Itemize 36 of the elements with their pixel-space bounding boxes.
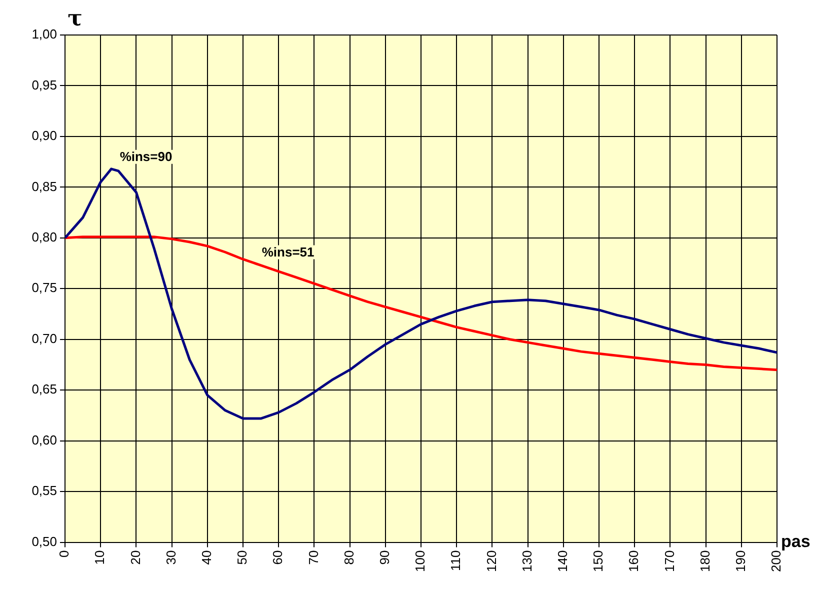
x-tick-label: 180 — [697, 550, 712, 572]
x-tick-label: 30 — [163, 550, 178, 565]
x-axis-title: pas — [781, 532, 810, 551]
y-tick-label: 0,80 — [32, 230, 57, 244]
annotation: %ins=51 — [262, 244, 314, 260]
x-tick-label: 0 — [56, 550, 72, 558]
annotation: %ins=90 — [120, 148, 172, 164]
x-tick-label: 20 — [128, 550, 143, 565]
y-tick-label: 0,65 — [32, 382, 57, 397]
y-tick-label: 0,85 — [32, 178, 57, 194]
x-tick-label: 170 — [662, 550, 677, 572]
x-tick-label: 10 — [92, 550, 108, 565]
x-tick-label: 110 — [448, 550, 464, 572]
x-tick-label: 130 — [519, 550, 534, 572]
x-tick-label: 100 — [412, 550, 428, 572]
x-tick-label: 120 — [484, 550, 499, 572]
x-tick-label: 40 — [198, 550, 214, 565]
x-tick-label: 50 — [234, 550, 250, 565]
y-tick-label: 0,90 — [32, 128, 57, 144]
y-axis-title: τ — [68, 6, 82, 32]
x-tick-label: 60 — [270, 550, 286, 565]
y-tick-label: 0,75 — [32, 280, 57, 296]
y-tick-label: 0,70 — [32, 330, 57, 346]
x-tick-label: 200 — [768, 550, 784, 572]
x-tick-label: 150 — [590, 550, 606, 572]
x-tick-label: 70 — [306, 550, 321, 565]
x-tick-label: 90 — [376, 550, 392, 565]
y-tick-label: 0,50 — [32, 534, 57, 549]
y-tick-label: 1,00 — [32, 26, 57, 42]
x-tick-label: 80 — [341, 550, 356, 565]
x-tick-label: 190 — [732, 550, 748, 572]
x-tick-label: 140 — [554, 550, 570, 572]
y-tick-label: 0,60 — [32, 432, 57, 448]
x-tick-label: 160 — [626, 550, 642, 572]
y-tick-label: 0,95 — [32, 77, 57, 92]
y-tick-label: 0,55 — [32, 483, 57, 498]
